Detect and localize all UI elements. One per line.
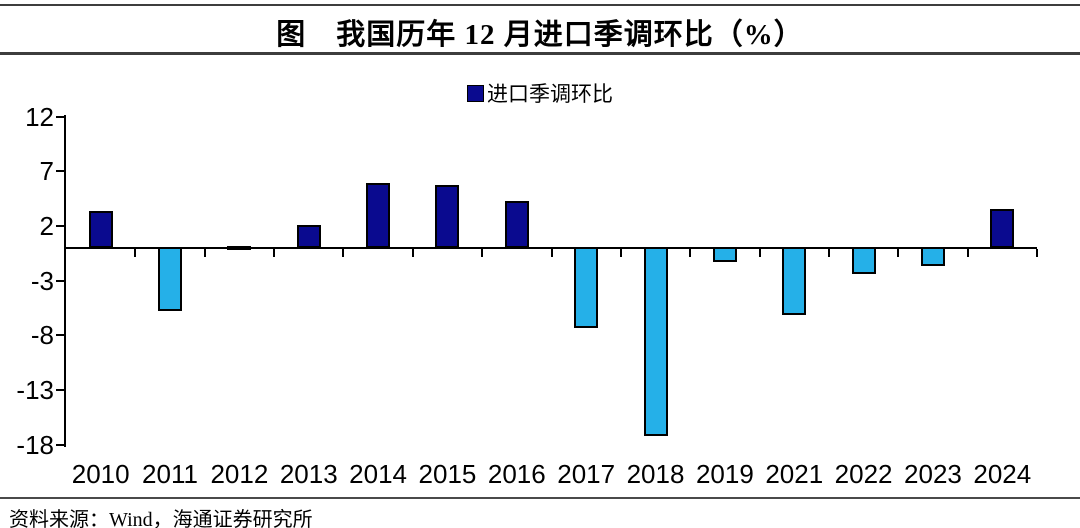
y-axis-tick bbox=[56, 279, 64, 282]
y-axis-tick bbox=[56, 224, 64, 227]
title-divider-rule bbox=[0, 52, 1080, 55]
x-axis-tick bbox=[411, 248, 414, 257]
x-axis-label-2010: 2010 bbox=[71, 459, 130, 489]
top-rule bbox=[0, 4, 1080, 6]
x-axis-label-2023: 2023 bbox=[904, 459, 962, 489]
data-source-note: 资料来源：Wind，海通证券研究所 bbox=[9, 509, 313, 528]
y-axis-tick-label: -3 bbox=[30, 265, 54, 296]
bar-2019 bbox=[712, 246, 737, 262]
bar-2022 bbox=[851, 246, 876, 274]
y-axis-tick-label: -8 bbox=[30, 320, 54, 351]
x-axis-tick bbox=[689, 248, 692, 257]
bar-2013 bbox=[296, 224, 321, 248]
x-axis-tick bbox=[203, 248, 206, 257]
y-axis bbox=[64, 114, 66, 447]
x-axis-tick bbox=[134, 248, 137, 257]
x-axis-tick bbox=[273, 248, 276, 257]
legend-label: 进口季调环比 bbox=[487, 82, 613, 106]
x-axis-tick bbox=[342, 248, 345, 257]
bar-2023 bbox=[920, 246, 945, 267]
x-axis-label-2011: 2011 bbox=[142, 459, 198, 489]
legend-swatch-icon bbox=[467, 84, 484, 102]
legend: 进口季调环比 bbox=[0, 82, 1080, 106]
x-axis-tick bbox=[897, 248, 900, 257]
x-axis-label-2014: 2014 bbox=[349, 459, 408, 489]
footer-rule bbox=[0, 497, 1080, 499]
x-axis-tick bbox=[550, 248, 553, 257]
y-axis-tick-label: 7 bbox=[39, 156, 54, 187]
x-axis-label-2019: 2019 bbox=[695, 459, 754, 489]
y-axis-tick bbox=[56, 170, 64, 173]
bar-2011 bbox=[158, 246, 183, 312]
x-axis-label-2017: 2017 bbox=[557, 459, 616, 489]
x-axis-label-2012: 2012 bbox=[210, 459, 269, 489]
y-axis-tick-label: 12 bbox=[25, 101, 54, 132]
x-axis-label-2024: 2024 bbox=[973, 459, 1032, 489]
y-axis-tick-label: -13 bbox=[16, 374, 54, 405]
bar-2015 bbox=[435, 185, 460, 248]
x-axis-label-2013: 2013 bbox=[279, 459, 338, 489]
x-axis-tick bbox=[1036, 248, 1038, 257]
x-axis-tick bbox=[758, 248, 761, 257]
x-axis-label-2015: 2015 bbox=[418, 459, 477, 489]
bar-2021 bbox=[782, 246, 807, 316]
y-axis-tick bbox=[56, 334, 64, 337]
bar-2014 bbox=[366, 183, 391, 248]
y-axis-tick bbox=[56, 115, 64, 118]
x-axis-label-2022: 2022 bbox=[834, 459, 893, 489]
x-axis-tick bbox=[827, 248, 830, 257]
x-axis-zero-line bbox=[64, 246, 1037, 249]
y-axis-tick bbox=[56, 443, 64, 446]
bar-2016 bbox=[504, 200, 529, 248]
y-axis-tick-label: 2 bbox=[39, 210, 54, 241]
x-axis-label-2016: 2016 bbox=[487, 459, 546, 489]
y-axis-tick bbox=[56, 388, 64, 391]
bar-2024 bbox=[990, 209, 1015, 248]
x-axis-label-2021: 2021 bbox=[765, 459, 824, 489]
bar-2010 bbox=[88, 210, 113, 248]
bar-2018 bbox=[643, 246, 668, 436]
chart-title: 图 我国历年 12 月进口季调环比（%） bbox=[276, 19, 804, 51]
bar-2017 bbox=[574, 246, 599, 328]
x-axis-tick bbox=[966, 248, 969, 257]
bar-2012 bbox=[227, 245, 252, 250]
y-axis-tick-label: -18 bbox=[16, 429, 54, 460]
x-axis-tick bbox=[619, 248, 622, 257]
x-axis-label-2018: 2018 bbox=[626, 459, 685, 489]
x-axis-tick bbox=[481, 248, 484, 257]
